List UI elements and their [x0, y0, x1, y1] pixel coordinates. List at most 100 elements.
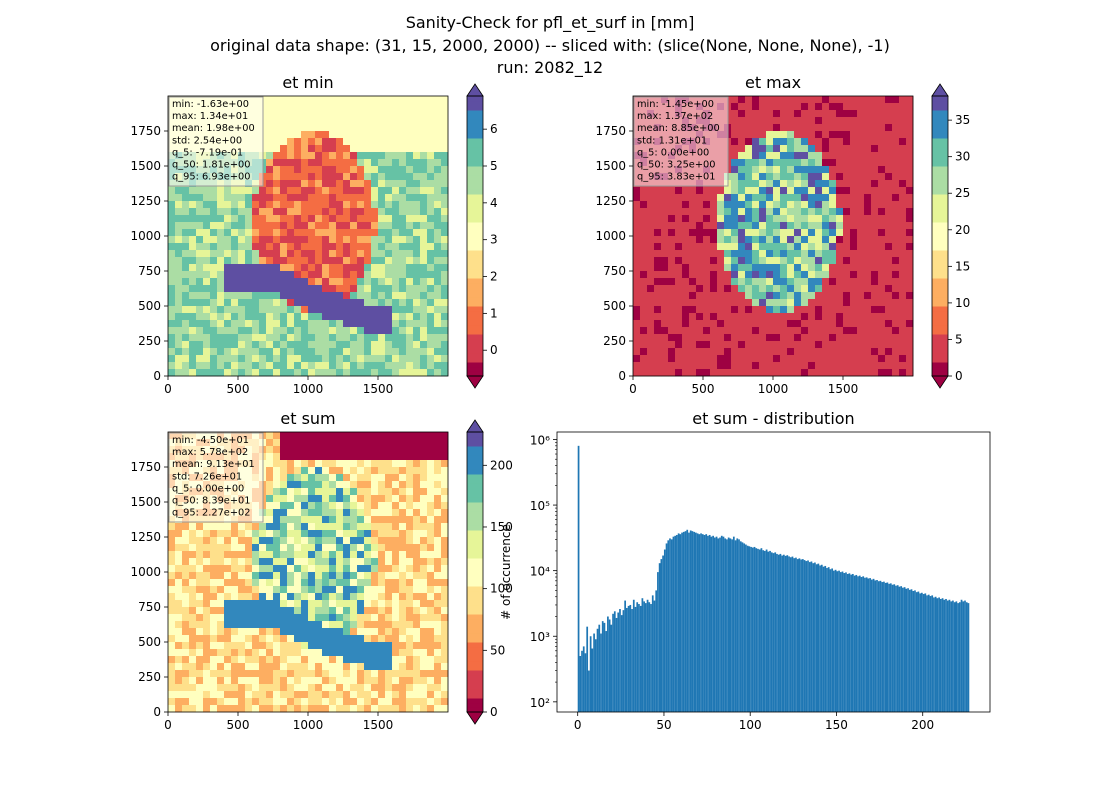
- heatmap-cell: [731, 152, 739, 160]
- heatmap-cell: [780, 250, 788, 258]
- heatmap-cell: [794, 362, 802, 370]
- heatmap-cell: [217, 579, 225, 587]
- heatmap-cell: [878, 96, 886, 104]
- heatmap-cell: [885, 208, 893, 216]
- heatmap-cell: [301, 670, 309, 678]
- heatmap-cell: [441, 467, 449, 475]
- colorbar-tick-label: 6: [490, 122, 498, 136]
- heatmap-cell: [689, 271, 697, 279]
- heatmap-cell: [245, 313, 253, 321]
- heatmap-cell: [703, 201, 711, 209]
- heatmap-cell: [794, 222, 802, 230]
- heatmap-cell: [266, 362, 274, 370]
- heatmap-cell: [668, 222, 676, 230]
- heatmap-cell: [350, 215, 358, 223]
- heatmap-cell: [420, 474, 428, 482]
- heatmap-cell: [420, 516, 428, 524]
- heatmap-cell: [350, 481, 358, 489]
- heatmap-cell: [654, 187, 662, 195]
- heatmap-cell: [427, 523, 435, 531]
- heatmap-cell: [336, 691, 344, 699]
- heatmap-cell: [252, 649, 260, 657]
- heatmap-cell: [364, 138, 372, 146]
- heatmap-cell: [766, 145, 774, 153]
- heatmap-cell: [287, 103, 295, 111]
- heatmap-cell: [168, 607, 176, 615]
- heatmap-cell: [434, 236, 442, 244]
- y-tick-label: 1500: [130, 159, 161, 173]
- heatmap-cell: [322, 243, 330, 251]
- heatmap-cell: [231, 229, 239, 237]
- heatmap-cell: [427, 607, 435, 615]
- heatmap-cell: [829, 257, 837, 265]
- heatmap-cell: [245, 565, 253, 573]
- heatmap-cell: [329, 138, 337, 146]
- heatmap-cell: [294, 138, 302, 146]
- heatmap-cell: [357, 334, 365, 342]
- heatmap-cell: [294, 271, 302, 279]
- heatmap-cell: [399, 285, 407, 293]
- heatmap-cell: [661, 369, 669, 377]
- heatmap-cell: [224, 691, 232, 699]
- heatmap-cell: [280, 124, 288, 132]
- heatmap-cell: [168, 299, 176, 307]
- heatmap-cell: [759, 243, 767, 251]
- heatmap-cell: [301, 432, 309, 440]
- heatmap-cell: [420, 656, 428, 664]
- heatmap-cell: [780, 285, 788, 293]
- heatmap-cell: [829, 110, 837, 118]
- heatmap-cell: [189, 257, 197, 265]
- heatmap-cell: [364, 348, 372, 356]
- heatmap-cell: [773, 334, 781, 342]
- heatmap-cell: [357, 96, 365, 104]
- heatmap-cell: [427, 96, 435, 104]
- heatmap-cell: [315, 327, 323, 335]
- heatmap-cell: [273, 285, 281, 293]
- heatmap-cell: [322, 327, 330, 335]
- heatmap-cell: [189, 579, 197, 587]
- colorbar-segment: [932, 128, 948, 134]
- heatmap-cell: [780, 131, 788, 139]
- heatmap-cell: [822, 243, 830, 251]
- heatmap-cell: [780, 152, 788, 160]
- heatmap-cell: [378, 572, 386, 580]
- heatmap-cell: [315, 481, 323, 489]
- heatmap-cell: [308, 243, 316, 251]
- y-tick-label: 0: [153, 369, 161, 383]
- heatmap-cell: [329, 684, 337, 692]
- heatmap-cell: [287, 166, 295, 174]
- heatmap-cell: [399, 222, 407, 230]
- heatmap-cell: [738, 96, 746, 104]
- heatmap-cell: [759, 131, 767, 139]
- heatmap-cell: [654, 250, 662, 258]
- stats-line: q_95: 6.93e+00: [172, 172, 251, 183]
- heatmap-cell: [434, 558, 442, 566]
- heatmap-cell: [343, 523, 351, 531]
- heatmap-cell: [857, 208, 865, 216]
- heatmap-cell: [745, 201, 753, 209]
- heatmap-cell: [252, 313, 260, 321]
- heatmap-cell: [378, 306, 386, 314]
- heatmap-cell: [406, 446, 414, 454]
- heatmap-cell: [322, 523, 330, 531]
- colorbar-segment: [932, 362, 948, 368]
- heatmap-cell: [343, 509, 351, 517]
- heatmap-cell: [857, 243, 865, 251]
- heatmap-cell: [203, 579, 211, 587]
- heatmap-cell: [822, 138, 830, 146]
- heatmap-cell: [406, 96, 414, 104]
- heatmap-cell: [406, 117, 414, 125]
- heatmap-cell: [308, 145, 316, 153]
- heatmap-cell: [168, 572, 176, 580]
- heatmap-cell: [427, 145, 435, 153]
- heatmap-cell: [815, 278, 823, 286]
- heatmap-cell: [294, 523, 302, 531]
- stats-line: q_95: 3.83e+01: [637, 172, 716, 183]
- heatmap-cell: [822, 362, 830, 370]
- heatmap-cell: [385, 131, 393, 139]
- heatmap-cell: [350, 558, 358, 566]
- heatmap-cell: [294, 614, 302, 622]
- heatmap-cell: [759, 285, 767, 293]
- heatmap-cell: [434, 614, 442, 622]
- heatmap-cell: [273, 215, 281, 223]
